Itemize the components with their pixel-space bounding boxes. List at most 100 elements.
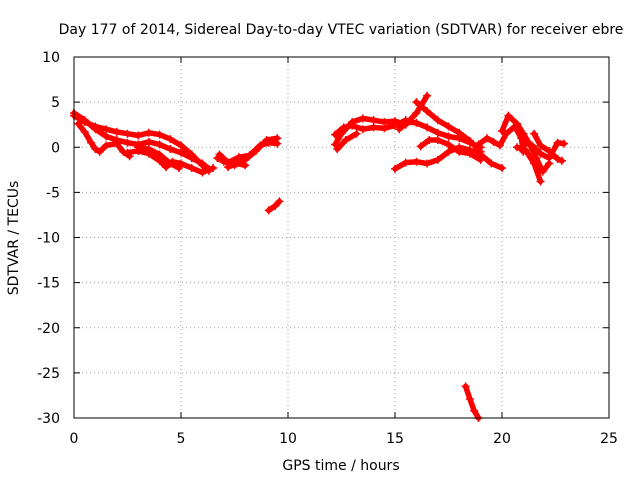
data-point: [177, 141, 185, 150]
data-point: [155, 140, 164, 149]
plot-frame: [73, 56, 610, 419]
data-point: [470, 406, 479, 415]
data-point: [264, 206, 273, 215]
data-point: [112, 127, 121, 136]
y-tick-label: -30: [37, 411, 60, 427]
data-point: [519, 138, 528, 147]
data-point: [483, 134, 492, 143]
y-tick-label: 0: [51, 140, 60, 156]
data-point: [476, 147, 485, 156]
data-point: [423, 123, 432, 132]
data-point: [80, 116, 89, 125]
data-point: [333, 145, 342, 154]
data-point: [553, 154, 562, 163]
data-point: [504, 111, 513, 120]
data-point: [536, 149, 545, 158]
data-point: [444, 140, 453, 149]
data-point: [455, 147, 464, 156]
data-point: [232, 159, 241, 168]
data-point: [134, 131, 143, 140]
series-track-5: [134, 143, 183, 173]
data-point: [425, 136, 434, 145]
data-point: [144, 145, 153, 154]
data-point: [527, 141, 536, 150]
y-tick-label: 5: [51, 95, 60, 111]
series-track-19: [512, 143, 545, 186]
data-point: [234, 153, 243, 162]
data-point: [465, 149, 474, 158]
data-point: [461, 382, 470, 391]
series-track-15: [412, 98, 485, 156]
x-tick-label: 25: [600, 431, 618, 447]
data-point: [557, 156, 566, 165]
x-tick-label: 15: [386, 431, 404, 447]
y-tick-label: 10: [42, 50, 60, 66]
data-point: [560, 139, 569, 148]
data-point: [264, 138, 273, 147]
y-axis-ticks: 10 5 0 -5 -10 -15 -20 -25 -30: [37, 50, 609, 427]
data-point: [433, 136, 442, 145]
data-point: [530, 129, 539, 138]
data-point: [80, 127, 89, 136]
data-point: [423, 159, 432, 168]
series-track-3: [74, 119, 134, 161]
y-axis-label: SDTVAR / TECUs: [6, 181, 22, 296]
data-point: [241, 161, 250, 170]
data-point: [177, 148, 185, 157]
data-point: [358, 125, 367, 134]
x-axis-label: GPS time / hours: [282, 458, 399, 474]
series-line: [514, 144, 544, 185]
data-point: [416, 142, 425, 151]
data-point: [465, 136, 474, 145]
data-point: [162, 163, 171, 172]
data-point: [412, 118, 421, 127]
data-point: [339, 123, 348, 132]
data-point: [512, 119, 521, 128]
data-point: [95, 147, 104, 156]
data-point: [521, 145, 530, 154]
data-point: [177, 159, 185, 168]
y-tick-label: -10: [37, 231, 60, 247]
data-point: [487, 159, 496, 168]
data-point: [553, 138, 562, 147]
data-point: [174, 164, 183, 173]
series-line: [71, 110, 212, 172]
data-point: [144, 128, 153, 137]
data-point: [102, 132, 111, 141]
data-point: [275, 197, 284, 206]
x-axis-ticks: 0 5 10 15 20 25: [70, 57, 618, 447]
data-point: [245, 151, 254, 160]
data-point: [358, 114, 367, 123]
series-track-9: [264, 197, 284, 215]
data-point: [256, 141, 265, 150]
data-point: [536, 177, 545, 186]
data-point: [102, 125, 111, 134]
y-tick-label: -15: [37, 276, 60, 292]
data-point: [123, 138, 132, 147]
data-point: [465, 395, 474, 404]
data-point: [198, 159, 207, 168]
data-point: [444, 122, 453, 131]
data-point: [403, 117, 412, 126]
data-point: [331, 130, 340, 139]
x-tick-label: 0: [70, 431, 79, 447]
data-point: [380, 124, 389, 133]
series-track-21: [530, 129, 566, 165]
data-point: [498, 164, 506, 173]
data-point: [166, 145, 175, 154]
data-point: [155, 150, 164, 159]
data-point: [538, 167, 547, 176]
data-point: [369, 116, 378, 125]
data-point: [341, 136, 350, 145]
series-track-18: [498, 111, 554, 176]
data-point: [187, 164, 196, 173]
data-point: [155, 130, 164, 139]
series-track-12: [333, 129, 361, 154]
grid: [74, 57, 609, 418]
data-point: [412, 108, 421, 117]
data-marks: [70, 91, 569, 422]
data-point: [102, 141, 111, 150]
data-point: [74, 119, 83, 128]
data-point: [271, 201, 280, 210]
